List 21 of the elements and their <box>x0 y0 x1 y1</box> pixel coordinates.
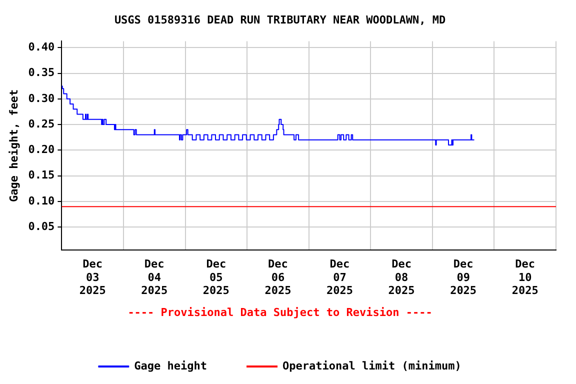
y-tick-label: 0.30 <box>28 92 55 105</box>
y-tick-label: 0.10 <box>28 194 55 208</box>
y-tick-label: 0.20 <box>28 143 55 156</box>
x-tick-label: Dec 07 2025 <box>326 258 353 298</box>
x-tick-label: Dec 08 2025 <box>388 258 415 298</box>
x-tick-label: Dec 09 2025 <box>450 258 477 298</box>
y-tick-label: 0.35 <box>28 66 55 80</box>
y-axis-title: Gage height, feet <box>7 89 20 202</box>
legend-label: Gage height <box>134 359 208 372</box>
chart-title: USGS 01589316 DEAD RUN TRIBUTARY NEAR WOODLAWN, MD <box>114 13 446 26</box>
y-tick-label: 0.25 <box>28 117 55 130</box>
x-tick-label: Dec 04 2025 <box>141 258 168 298</box>
y-tick-label: 0.40 <box>28 40 55 54</box>
y-tick-label: 0.05 <box>28 220 55 233</box>
x-tick-label: Dec 05 2025 <box>202 258 230 298</box>
x-tick-label: Dec 10 2025 <box>512 258 538 298</box>
y-tick-label: 0.15 <box>28 168 55 182</box>
text: ---- Provisional Data Subject to Revision ---- <box>128 306 432 320</box>
x-tick-label: Dec 06 2025 <box>264 258 292 298</box>
legend-label: Operational limit (minimum) <box>282 359 462 372</box>
x-tick-label: Dec 03 2025 <box>79 258 106 298</box>
